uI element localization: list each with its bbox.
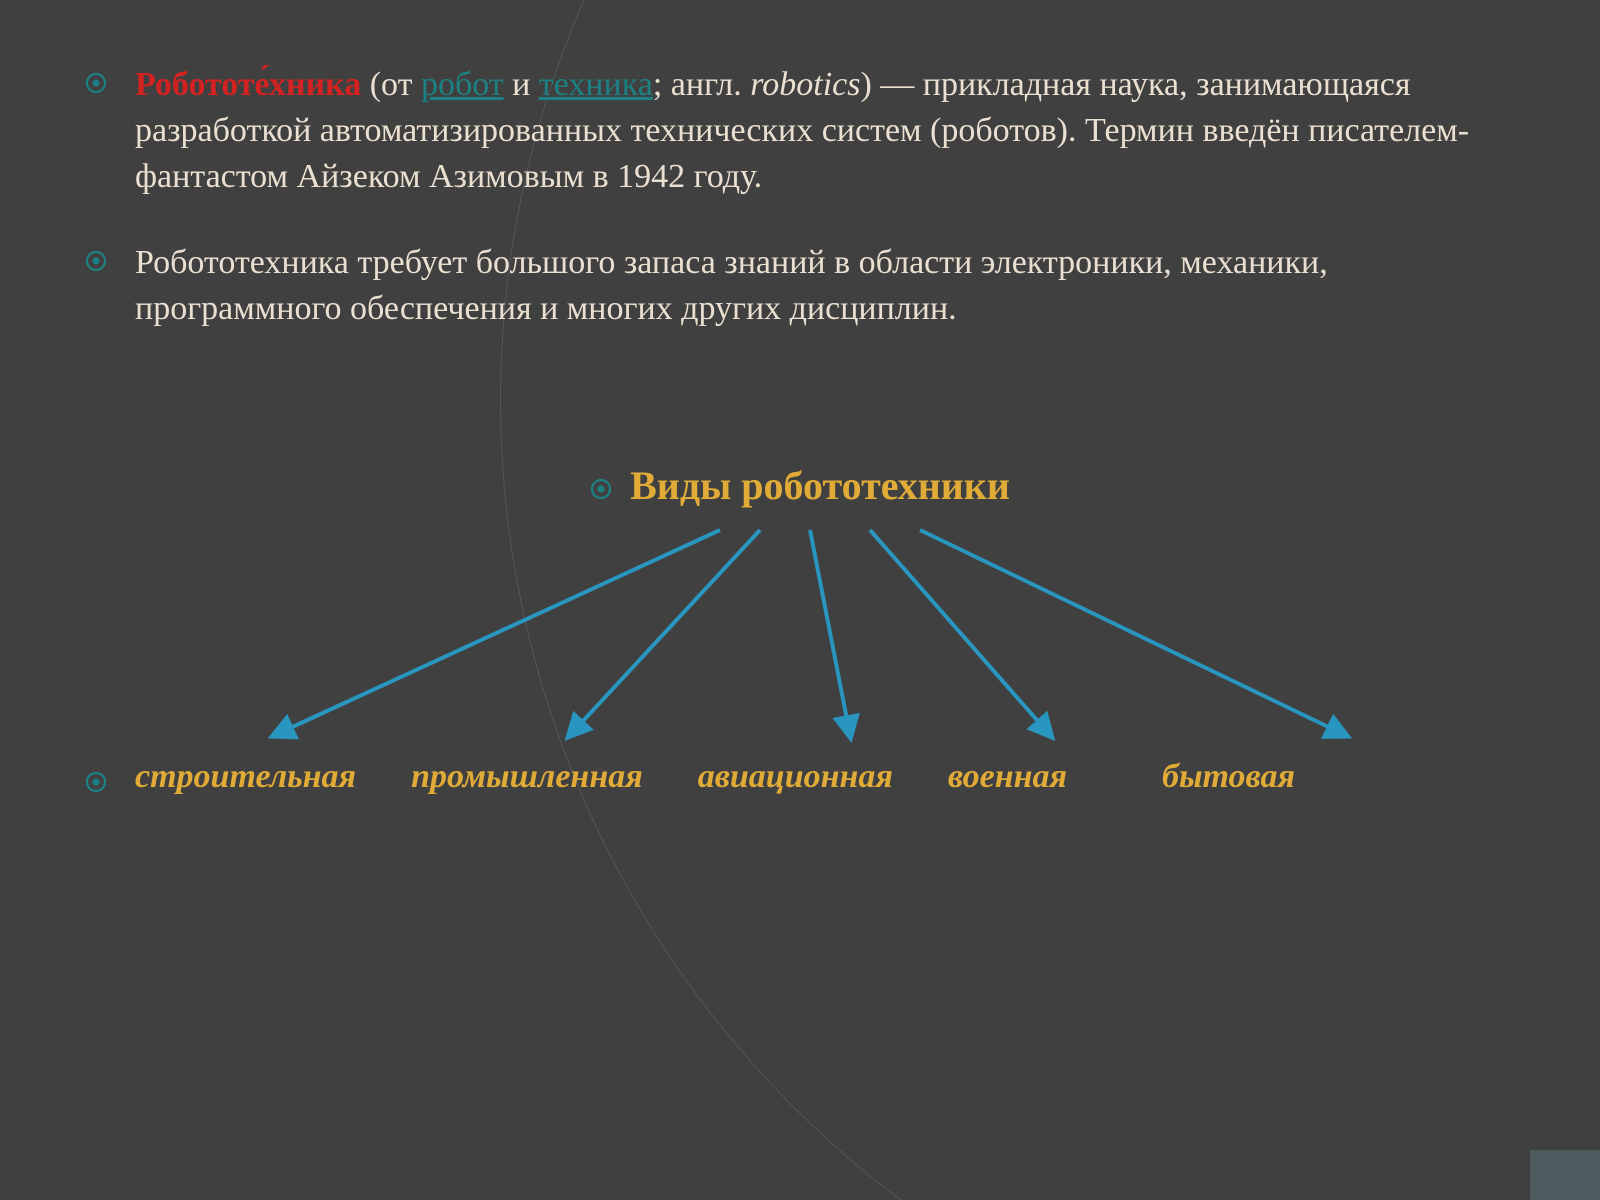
type-label: авиационная: [698, 758, 893, 796]
paragraph-2: Робототехника требует большого запаса зн…: [135, 240, 1540, 332]
diagram-arrow: [275, 530, 720, 735]
diagram-arrows: [0, 520, 1600, 780]
bullet-item-2: Робототехника требует большого запаса зн…: [85, 240, 1540, 332]
diagram-arrow: [810, 530, 850, 735]
content-area: Робототе́хника (от робот и техника; англ…: [85, 62, 1540, 371]
link-technika[interactable]: техника: [539, 66, 653, 103]
diagram-title-row: Виды робототехники: [0, 462, 1600, 509]
type-label: военная: [948, 758, 1067, 796]
diagram-arrow: [870, 530, 1050, 735]
p1-text-a: (от: [370, 66, 421, 103]
bullet-icon: [590, 478, 612, 500]
slide-corner: [1530, 1150, 1600, 1200]
link-robot[interactable]: робот: [421, 66, 504, 103]
bullet-item-types: строительная промышленная авиационная военн…: [85, 758, 1560, 796]
bullet-icon: [85, 72, 107, 94]
diagram-arrow: [570, 530, 760, 735]
p1-italic: robotics: [750, 66, 860, 103]
term-robototechnika: Робототе́хника: [135, 66, 361, 103]
paragraph-1: Робототе́хника (от робот и техника; англ…: [135, 62, 1540, 200]
bullet-icon: [85, 250, 107, 272]
type-label: промышленная: [411, 758, 643, 796]
bullet-item-1: Робототе́хника (от робот и техника; англ…: [85, 62, 1540, 200]
diagram-arrow: [920, 530, 1345, 735]
diagram-title: Виды робототехники: [630, 462, 1010, 509]
types-list: строительная промышленная авиационная военн…: [135, 758, 1295, 796]
p1-text-b: и: [504, 66, 539, 103]
p1-text-c: ; англ.: [653, 66, 750, 103]
type-label: строительная: [135, 758, 356, 796]
type-label: бытовая: [1162, 758, 1295, 796]
bullet-icon: [85, 771, 107, 793]
